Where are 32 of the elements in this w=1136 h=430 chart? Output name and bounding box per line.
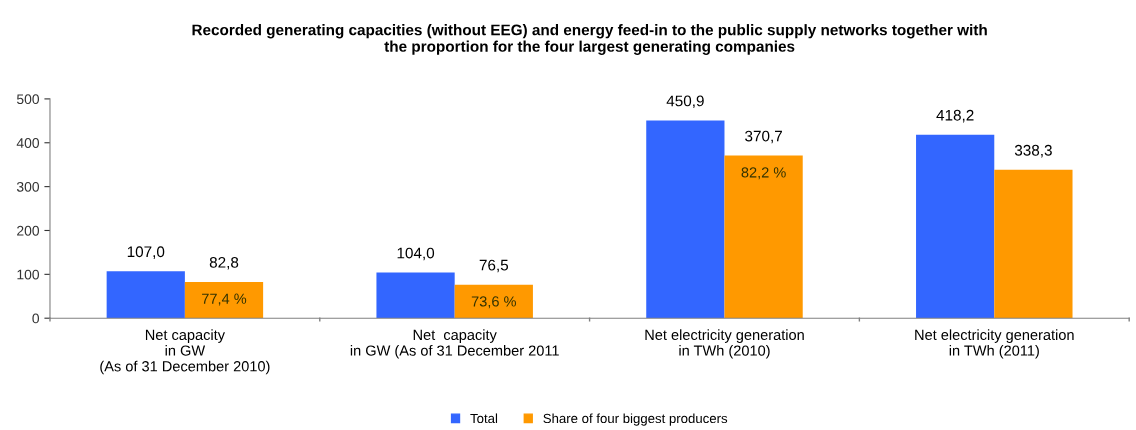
x-tick-label: Net capacity in GW (As of 31 December 2011 (350, 329, 559, 359)
data-label: 82,8 (209, 256, 239, 270)
legend-label: Share of four biggest producers (543, 413, 728, 426)
annotation: 77,4 % (202, 293, 247, 306)
bar (646, 120, 725, 319)
y-tick-label: 300 (16, 181, 40, 192)
y-tick-label: 0 (32, 313, 40, 324)
bar (994, 169, 1073, 319)
y-tick-label: 100 (17, 269, 40, 280)
data-label: 104,0 (397, 247, 435, 261)
bar (916, 134, 995, 319)
y-tick-label: 200 (17, 225, 40, 236)
x-tick-label: Net electricity generation in TWh (2011) (915, 329, 1074, 359)
bar (106, 271, 185, 319)
x-tick-label: Net capacity in GW (As of 31 December 2010) (100, 329, 270, 375)
annotation: 73,6 % (471, 296, 516, 309)
data-label: 107,0 (127, 246, 165, 259)
bar (376, 272, 455, 319)
data-label: 370,7 (745, 130, 782, 144)
chart-title: Recorded generating capacities (without EEG) and energy feed-in to the public supply networks together with the proportion for the four largest generating companies (192, 24, 987, 55)
data-label: 76,5 (479, 259, 509, 273)
bar (184, 281, 264, 319)
x-tick-label: Net electricity generation in TWh (2010) (645, 329, 804, 359)
annotation: 82,2 % (741, 167, 786, 180)
data-label: 450,9 (666, 95, 704, 109)
bar (724, 155, 803, 319)
y-tick-label: 400 (16, 138, 40, 148)
data-label: 418,2 (936, 109, 974, 123)
y-tick-label: 500 (16, 94, 40, 105)
data-label: 338,3 (1014, 144, 1052, 158)
bar (454, 284, 533, 319)
legend-label: Total (470, 413, 498, 424)
